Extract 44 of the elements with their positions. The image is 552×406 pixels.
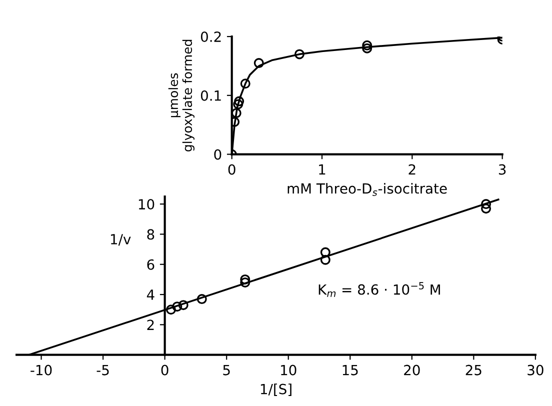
x-tick-label: -5: [96, 364, 109, 376]
x-tick-label: 5: [223, 364, 230, 376]
point: [481, 199, 492, 210]
point: [240, 274, 250, 284]
y-axis-title: 1/v: [110, 234, 131, 246]
y-tick-label: 0: [214, 149, 222, 160]
x-tick-label: 20: [404, 364, 420, 376]
x-tick-label: 0: [228, 164, 236, 175]
y-tick-label: 2: [147, 320, 154, 330]
point: [166, 304, 176, 315]
point: [240, 78, 250, 89]
x-tick-label: 3: [498, 164, 506, 175]
point: [232, 108, 242, 118]
y-tick-label: 8: [147, 229, 154, 240]
x-axis-title: mM Threo-D$_{s}$-isocitrate: [288, 182, 447, 196]
point: [178, 300, 188, 310]
y-tick-label: 10: [138, 199, 154, 210]
x-axis-title: 1/[S]: [260, 384, 292, 396]
y-tick-label: 0.2: [200, 32, 221, 42]
point: [196, 294, 207, 304]
point: [233, 99, 244, 110]
x-tick-label: -10: [30, 364, 52, 376]
x-tick-label: 25: [466, 364, 482, 376]
x-tick-label: 30: [528, 364, 544, 376]
point: [234, 96, 244, 106]
point: [254, 58, 264, 68]
x-tick-label: 1: [319, 164, 326, 175]
x-tick-label: 0: [161, 364, 168, 376]
annotation: K$_{m}$ = 8.6 · 10$^{−5}$ M: [318, 282, 440, 297]
y-tick-label: 6: [147, 259, 154, 270]
point: [320, 254, 330, 265]
point: [240, 277, 250, 288]
x-tick-label: 2: [408, 164, 416, 175]
point: [362, 40, 372, 50]
point: [294, 49, 304, 60]
y-tick-label: 0.1: [200, 90, 221, 101]
y-tick-label: 4: [146, 290, 154, 300]
y-axis-title: μmoles glyoxylate formed: [168, 40, 194, 152]
point: [320, 247, 330, 258]
point: [362, 43, 372, 54]
point: [172, 302, 182, 312]
x-tick-label: 15: [342, 364, 358, 376]
point: [481, 204, 492, 214]
x-tick-label: 10: [281, 364, 296, 376]
